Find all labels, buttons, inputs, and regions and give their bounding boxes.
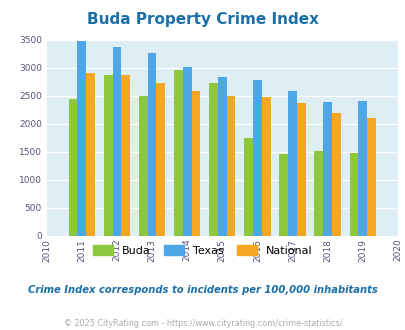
Bar [261,97,270,236]
Bar [331,113,340,236]
Bar [209,83,217,236]
Bar [366,117,375,236]
Bar [139,96,147,236]
Bar [191,91,200,236]
Bar [322,102,331,236]
Bar [358,101,366,236]
Bar [121,75,130,236]
Bar [279,154,288,236]
Bar [252,80,261,236]
Bar [182,67,191,236]
Legend: Buda, Texas, National: Buda, Texas, National [89,241,316,260]
Text: Buda Property Crime Index: Buda Property Crime Index [87,12,318,26]
Bar [104,75,112,236]
Text: © 2025 CityRating.com - https://www.cityrating.com/crime-statistics/: © 2025 CityRating.com - https://www.city… [64,319,341,328]
Bar [296,103,305,236]
Bar [174,70,182,236]
Bar [288,91,296,236]
Bar [314,151,322,236]
Bar [226,96,235,236]
Bar [112,48,121,236]
Bar [86,73,95,236]
Text: Crime Index corresponds to incidents per 100,000 inhabitants: Crime Index corresponds to incidents per… [28,285,377,295]
Bar [244,138,252,236]
Bar [217,77,226,236]
Bar [77,41,86,236]
Bar [156,83,165,236]
Bar [349,153,358,236]
Bar [147,52,156,236]
Bar [68,98,77,236]
